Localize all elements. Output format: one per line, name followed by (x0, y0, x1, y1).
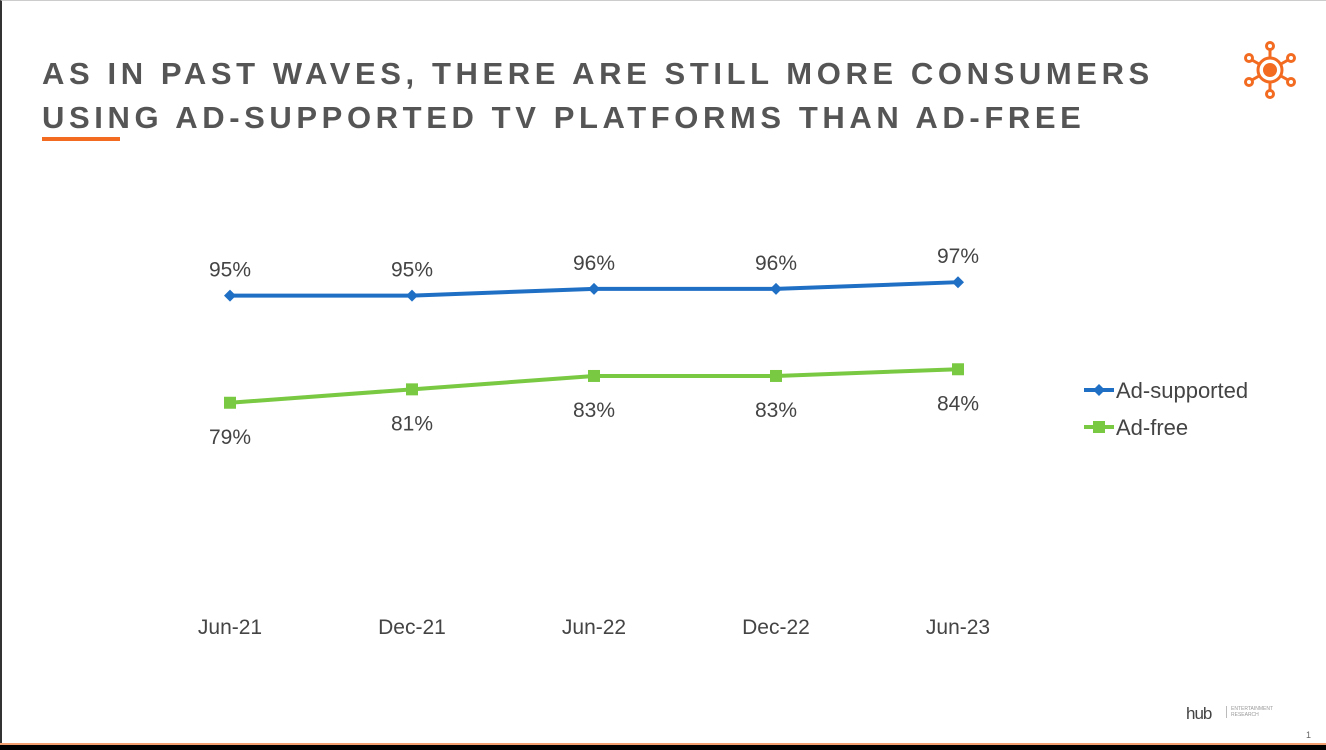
data-point-marker (770, 282, 782, 295)
data-point-marker (952, 276, 964, 289)
data-point-marker (588, 282, 600, 295)
data-label: 83% (755, 399, 797, 422)
data-label: 83% (573, 399, 615, 422)
bottom-bar (0, 745, 1326, 750)
x-tick-label: Dec-22 (742, 616, 810, 639)
legend-label: Ad-free (1116, 415, 1188, 440)
title-line-1: As in past waves, there are still more c… (42, 56, 1154, 91)
title-underline (42, 137, 120, 141)
data-label: 79% (209, 426, 251, 449)
title-line-2: using ad-supported TV platforms than ad-… (42, 100, 1086, 135)
hub-logo: hub (1186, 704, 1212, 723)
x-tick-label: Jun-22 (562, 616, 626, 639)
data-label: 96% (573, 252, 615, 275)
x-tick-label: Dec-21 (378, 616, 446, 639)
data-point-marker (770, 369, 782, 382)
legend-marker (1093, 421, 1105, 433)
data-point-marker (952, 363, 964, 376)
data-label: 95% (391, 259, 433, 282)
data-point-marker (406, 289, 418, 302)
data-point-marker (406, 383, 418, 396)
data-point-marker (224, 289, 236, 302)
data-point-marker (224, 396, 236, 409)
slide-title: As in past waves, there are still more c… (42, 52, 1154, 140)
data-label: 84% (937, 392, 979, 415)
data-label: 81% (391, 412, 433, 435)
data-label: 97% (937, 245, 979, 268)
x-tick-label: Jun-21 (198, 616, 262, 639)
data-label: 95% (209, 259, 251, 282)
data-point-marker (588, 369, 600, 382)
sun-network-icon (1244, 41, 1296, 99)
data-label: 96% (755, 252, 797, 275)
x-tick-label: Jun-23 (926, 616, 990, 639)
bottom-accent-line (0, 743, 1326, 745)
page-number: 1 (1306, 730, 1312, 740)
legend-label: Ad-supported (1116, 378, 1248, 403)
hub-logo-subtitle: ENTERTAINMENT RESEARCH (1226, 706, 1273, 718)
legend-marker (1093, 384, 1105, 396)
